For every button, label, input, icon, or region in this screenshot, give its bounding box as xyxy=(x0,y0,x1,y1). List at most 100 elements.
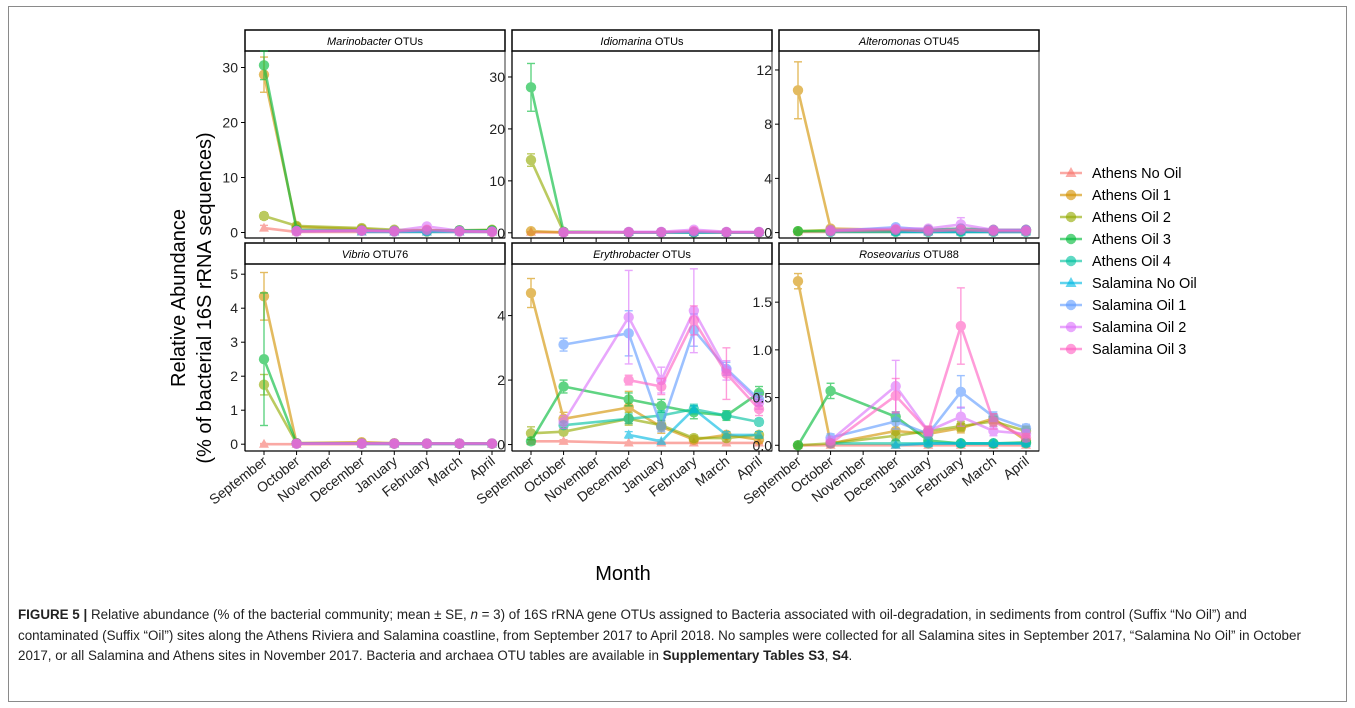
legend-label: Athens No Oil xyxy=(1092,166,1181,182)
data-point xyxy=(656,227,667,238)
data-point xyxy=(955,320,967,332)
legend-entry-athens-oil-2: Athens Oil 2 xyxy=(1060,210,1171,226)
panel-plot-area xyxy=(778,50,1040,239)
x-axis-label: Month xyxy=(595,563,651,585)
data-point xyxy=(558,227,569,238)
panel-title-genus: Marinobacter xyxy=(327,36,393,48)
legend-label: Salamina Oil 1 xyxy=(1092,298,1186,314)
series-line xyxy=(829,324,1027,445)
y-tick-label: 4 xyxy=(497,308,505,324)
panel-title-genus: Vibrio xyxy=(342,249,370,261)
data-point xyxy=(258,354,270,365)
data-point xyxy=(721,368,732,379)
figure-caption: FIGURE 5 | Relative abundance (% of the … xyxy=(18,605,1328,667)
y-axis-label-line1: Relative Abundance xyxy=(168,209,190,387)
panel-plot-area xyxy=(511,263,773,452)
data-point xyxy=(623,429,634,439)
series-line xyxy=(262,65,492,233)
panel-title: Marinobacter OTUs xyxy=(327,36,423,48)
data-point xyxy=(525,82,537,93)
data-point xyxy=(955,386,967,398)
panel-erythrobacter: Erythrobacter OTUs024SeptemberOctoberNov… xyxy=(473,242,773,508)
legend-label: Athens Oil 1 xyxy=(1092,188,1171,204)
data-point xyxy=(623,402,634,413)
data-point xyxy=(890,416,901,427)
y-tick-label: 0 xyxy=(230,225,238,241)
panel-title: Roseovarius OTU88 xyxy=(859,249,959,261)
data-point xyxy=(955,224,967,236)
data-point xyxy=(890,439,901,449)
series-athens-oil-3 xyxy=(258,50,498,237)
data-point xyxy=(753,403,765,415)
caption-n-symbol: n xyxy=(470,607,478,622)
data-point xyxy=(525,154,537,166)
data-point xyxy=(721,429,732,439)
data-point xyxy=(558,381,569,392)
data-point xyxy=(623,227,634,238)
y-tick-label: 20 xyxy=(489,121,505,137)
data-point xyxy=(421,224,433,235)
data-point xyxy=(656,381,667,392)
legend-entry-salamina-oil-3: Salamina Oil 3 xyxy=(1060,342,1186,358)
panel-title-otu: OTU45 xyxy=(921,36,960,48)
series-salamina-oil-3 xyxy=(291,224,498,238)
data-point xyxy=(291,226,302,237)
series-line xyxy=(262,358,492,445)
legend-label: Salamina No Oil xyxy=(1092,276,1197,292)
data-point xyxy=(890,224,901,236)
data-point xyxy=(988,437,999,447)
y-tick-label: 4 xyxy=(764,170,772,186)
series-salamina-oil-3 xyxy=(558,226,765,238)
panel-plot-area xyxy=(511,50,773,239)
caption-ref-tables-s3[interactable]: Supplementary Tables S3 xyxy=(662,648,825,663)
series-salamina-oil-3 xyxy=(825,224,1032,237)
data-point xyxy=(825,438,836,449)
series-line xyxy=(262,384,492,445)
caption-ref-table-s4[interactable]: S4 xyxy=(832,648,849,663)
caption-label: FIGURE 5 | xyxy=(18,607,88,622)
data-point xyxy=(258,60,270,71)
y-tick-label: 2 xyxy=(497,372,505,388)
data-point xyxy=(486,438,498,449)
series-athens-oil-1 xyxy=(792,61,1032,236)
series-athens-oil-3 xyxy=(258,292,498,449)
series-line xyxy=(830,228,1026,233)
series-salamina-no-oil xyxy=(623,403,764,445)
series-athens-oil-1 xyxy=(258,56,498,237)
panel-title: Idiomarina OTUs xyxy=(600,36,684,48)
y-tick-label: 1.5 xyxy=(753,294,773,310)
series-salamina-no-oil xyxy=(890,437,1031,449)
legend-entry-athens-no-oil: Athens No Oil xyxy=(1060,166,1181,182)
data-point xyxy=(923,425,934,437)
series-line xyxy=(262,74,492,233)
data-point xyxy=(792,226,804,237)
legend-key-marker xyxy=(1065,343,1077,355)
caption-text-2: = 3) of 16S rRNA gene OTUs assigned to B… xyxy=(18,607,1301,663)
panel-idiomarina: Idiomarina OTUs 0 10 20 30 xyxy=(489,29,773,242)
panel-title-otu: OTUs xyxy=(652,36,684,48)
x-tick-label: April xyxy=(1000,453,1032,483)
panel-title-genus: Roseovarius xyxy=(859,249,921,261)
y-tick-label: 10 xyxy=(222,170,238,186)
caption-text-4: . xyxy=(848,648,853,663)
legend-key-marker xyxy=(1065,299,1077,311)
panel-marinobacter: Marinobacter OTUs 0 10 20 30 xyxy=(222,29,506,242)
panel-vibrio: Vibrio OTU76012345SeptemberOctoberNovemb… xyxy=(206,242,506,508)
data-point xyxy=(623,413,634,424)
y-tick-label: 20 xyxy=(222,115,238,131)
panel-title: Erythrobacter OTUs xyxy=(593,249,691,261)
data-point xyxy=(688,403,699,413)
panel-title: Vibrio OTU76 xyxy=(342,249,408,261)
legend-label: Salamina Oil 3 xyxy=(1092,342,1186,358)
data-point xyxy=(558,416,569,428)
series-line xyxy=(562,309,760,423)
data-point xyxy=(623,437,634,447)
legend-entry-salamina-no-oil: Salamina No Oil xyxy=(1060,276,1197,292)
data-point xyxy=(389,438,400,449)
data-point xyxy=(754,429,764,439)
panel-title-genus: Alteromonas xyxy=(858,36,921,48)
legend: Athens No Oil Athens Oil 1 Athens Oil 2 Ath… xyxy=(1060,166,1197,358)
y-tick-label: 10 xyxy=(489,173,505,189)
data-point xyxy=(525,287,537,299)
